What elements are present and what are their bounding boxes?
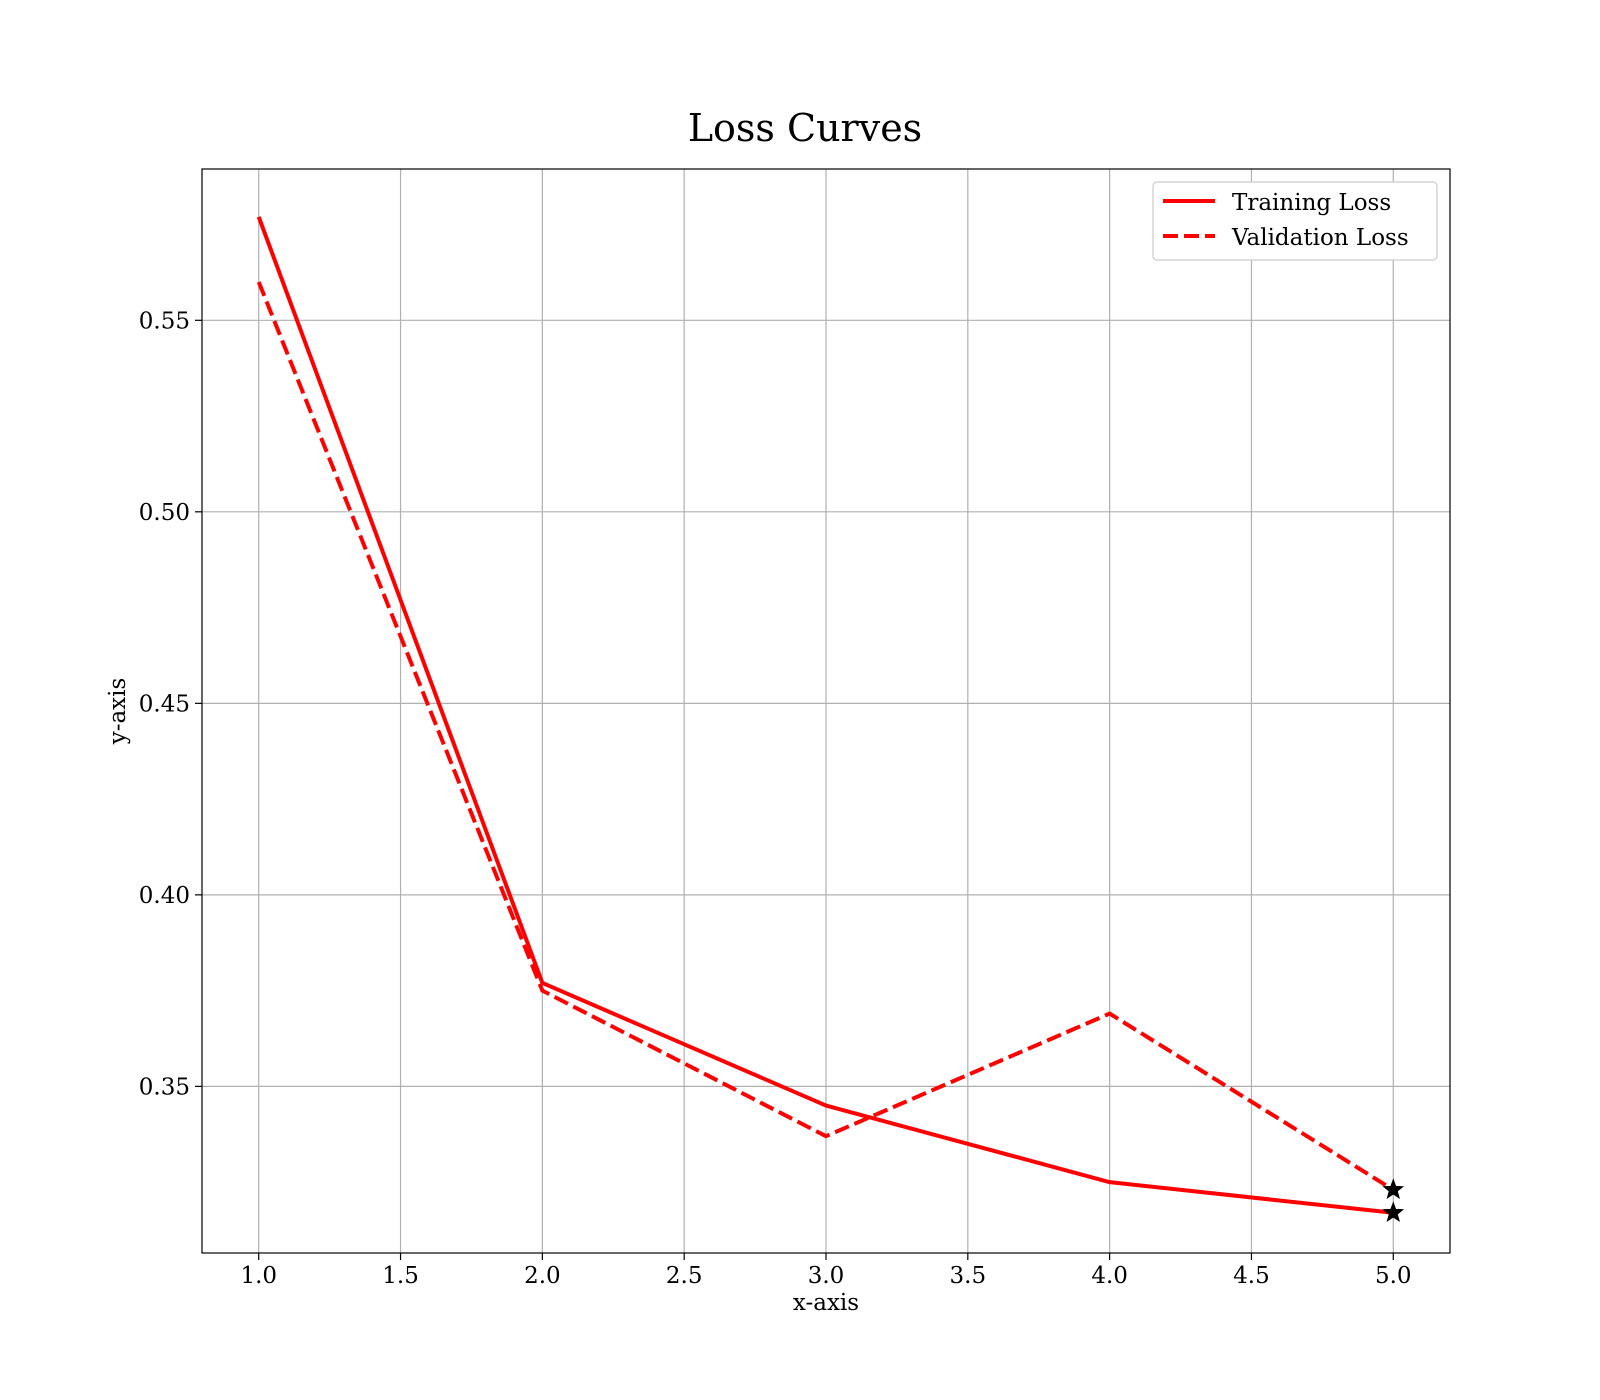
chart-title: Loss Curves xyxy=(688,106,922,150)
legend: Training Loss Validation Loss xyxy=(1152,181,1438,261)
y-tick-label: 0.40 xyxy=(139,883,190,909)
legend-box xyxy=(1152,181,1438,261)
end-markers xyxy=(1382,1178,1405,1223)
x-axis-label: x-axis xyxy=(793,1290,859,1316)
grid xyxy=(202,169,1450,1253)
x-tick-label: 2.0 xyxy=(524,1263,561,1289)
y-tick-label: 0.35 xyxy=(139,1074,190,1100)
x-tick-label: 4.5 xyxy=(1233,1263,1270,1289)
y-tick-label: 0.50 xyxy=(139,500,190,526)
series-lines xyxy=(256,216,1395,1215)
legend-label-validation-loss: Validation Loss xyxy=(1231,225,1409,251)
x-tick-label: 1.0 xyxy=(240,1263,277,1289)
star-marker-validation-loss xyxy=(1382,1178,1405,1200)
x-tick-label: 2.5 xyxy=(666,1263,703,1289)
x-tick-label: 5.0 xyxy=(1375,1263,1412,1289)
legend-label-training-loss: Training Loss xyxy=(1232,190,1391,216)
y-tick-label: 0.55 xyxy=(139,308,190,334)
series-line-training-loss xyxy=(256,216,1394,1215)
star-marker-training-loss xyxy=(1382,1201,1405,1223)
series-line-validation-loss xyxy=(256,281,1395,1192)
y-tick-label: 0.45 xyxy=(139,691,190,717)
y-axis-label: y-axis xyxy=(105,678,131,746)
x-tick-label: 4.0 xyxy=(1091,1263,1128,1289)
x-tick-label: 1.5 xyxy=(382,1263,419,1289)
x-tick-label: 3.5 xyxy=(950,1263,987,1289)
x-tick-label: 3.0 xyxy=(808,1263,845,1289)
ticks: 1.0 1.5 2.0 2.5 3.0 3.5 4.0 4.5 5.0 0.35 0.40 0.45 0… xyxy=(139,308,1412,1289)
